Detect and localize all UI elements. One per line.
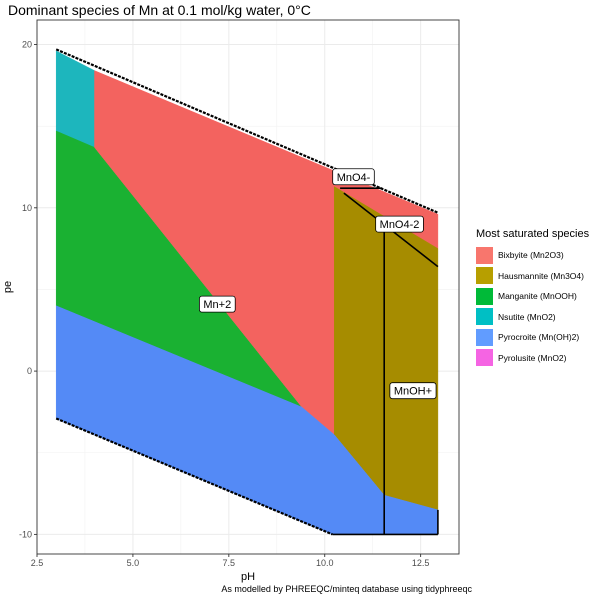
y-axis-label: pe bbox=[2, 281, 14, 293]
chart-title: Dominant species of Mn at 0.1 mol/kg wat… bbox=[8, 2, 311, 18]
x-axis-label: pH bbox=[241, 571, 255, 583]
species-label-box bbox=[375, 215, 424, 233]
legend-swatch bbox=[476, 308, 493, 325]
x-tick-label: 2.5 bbox=[31, 558, 44, 568]
y-tick-label: 20 bbox=[22, 39, 32, 49]
legend-title: Most saturated species bbox=[476, 228, 590, 240]
species-label-box bbox=[332, 168, 375, 186]
caption: As modelled by PHREEQC/minteq database u… bbox=[221, 584, 472, 594]
legend-item: Pyrolusite (MnO2) bbox=[476, 349, 596, 367]
species-label: Mn+2 bbox=[198, 295, 236, 313]
legend-label: Bixbyite (Mn2O3) bbox=[498, 250, 564, 260]
species-label-text: Mn+2 bbox=[203, 299, 231, 311]
legend-label: Hausmannite (Mn3O4) bbox=[498, 270, 584, 281]
y-tick-label: 10 bbox=[22, 203, 32, 213]
boundary-line bbox=[55, 417, 333, 536]
species-label-text: MnO4-2 bbox=[380, 219, 420, 231]
legend-label: Pyrocroite (Mn(OH)2) bbox=[498, 332, 580, 342]
legend-swatch bbox=[476, 246, 493, 264]
legend-item: Pyrocroite (Mn(OH)2) bbox=[476, 328, 596, 346]
y-tick-label: 0 bbox=[27, 366, 32, 376]
species-label-box bbox=[389, 382, 437, 400]
species-label: MnO4- bbox=[332, 168, 375, 186]
species-label: MnOH+ bbox=[389, 382, 437, 400]
legend-label: Nsutite (MnO2) bbox=[498, 311, 556, 322]
species-label-text: MnOH+ bbox=[394, 386, 432, 398]
panel-border bbox=[36, 19, 460, 555]
legend-label: Pyrolusite (MnO2) bbox=[498, 352, 567, 363]
species-label-text: MnO4- bbox=[337, 172, 371, 184]
legend-swatch bbox=[476, 349, 493, 366]
x-tick-label: 5.0 bbox=[127, 558, 140, 568]
legend-item: Manganite (MnOOH) bbox=[476, 287, 596, 305]
legend-swatch bbox=[476, 267, 493, 284]
legend-label: Manganite (MnOOH) bbox=[498, 291, 577, 301]
x-tick-label: 10.0 bbox=[316, 558, 334, 568]
x-tick-label: 12.5 bbox=[412, 558, 430, 568]
legend-item: Nsutite (MnO2) bbox=[476, 308, 596, 326]
legend-item: Bixbyite (Mn2O3) bbox=[476, 246, 596, 264]
x-tick-label: 7.5 bbox=[223, 558, 236, 568]
y-tick-label: -10 bbox=[19, 529, 32, 539]
legend-swatch bbox=[476, 328, 493, 346]
legend: Most saturated species Bixbyite (Mn2O3) H… bbox=[476, 228, 596, 369]
species-label: MnO4-2 bbox=[375, 215, 424, 233]
legend-item: Hausmannite (Mn3O4) bbox=[476, 267, 596, 285]
boundary-line bbox=[55, 48, 439, 214]
species-label-box bbox=[198, 295, 236, 313]
legend-swatch bbox=[476, 287, 493, 305]
